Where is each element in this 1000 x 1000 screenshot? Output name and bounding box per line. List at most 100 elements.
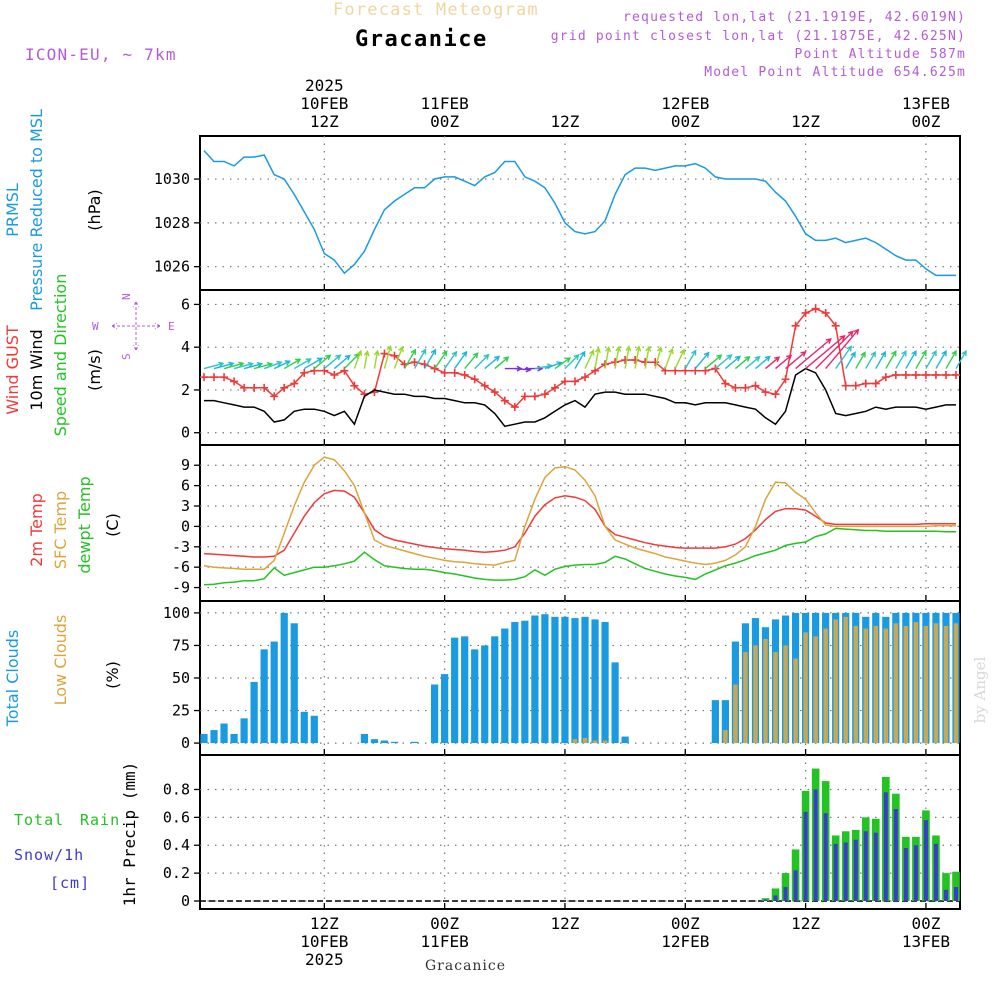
- wind-arrow: [464, 352, 479, 370]
- clouds-ytick-label: 25: [172, 702, 190, 720]
- gust-marker: [891, 370, 900, 379]
- wind-arrow: [614, 345, 622, 369]
- wind-arrow: [474, 353, 490, 370]
- total-cloud-bar: [551, 616, 559, 744]
- wind-arrow: [594, 346, 601, 369]
- gust-marker: [520, 392, 529, 401]
- total-cloud-bar: [360, 733, 369, 744]
- compass-n: N: [120, 293, 133, 300]
- total-cloud-bar: [270, 641, 278, 744]
- compass-w: W: [92, 320, 99, 333]
- total-cloud-bar: [441, 674, 449, 744]
- temperature-line-2m-temp: [203, 489, 956, 558]
- wind-arrow: [554, 357, 572, 370]
- low-cloud-bar: [813, 636, 818, 744]
- precip-frame: [199, 754, 961, 910]
- low-cloud-bar: [753, 645, 758, 744]
- clouds-ytick-label: 100: [163, 604, 190, 622]
- total-cloud-bar: [260, 649, 268, 744]
- gust-marker: [631, 356, 640, 365]
- total-cloud-bar: [390, 741, 399, 744]
- gust-marker: [801, 308, 810, 317]
- gust-marker: [841, 381, 850, 390]
- wind-arrow: [584, 349, 595, 369]
- wind-arrow: [574, 350, 586, 369]
- compass-rose: W E N S: [92, 293, 175, 360]
- low-cloud-bar: [763, 638, 768, 744]
- wind-arrow: [524, 365, 544, 372]
- gust-marker: [380, 349, 389, 358]
- top-time-label: 12Z: [310, 112, 339, 131]
- gust-marker: [570, 377, 579, 386]
- temperature-ytick-label: 3: [181, 497, 190, 515]
- top-time-label: 11FEB: [421, 94, 469, 113]
- precip-ytick-label: 0.2: [163, 864, 190, 882]
- wind-arrow: [704, 354, 723, 370]
- bottom-time-label: 12Z: [310, 914, 339, 933]
- gust-marker: [350, 381, 359, 390]
- gust-marker: [621, 356, 630, 365]
- low-cloud-bar: [793, 658, 798, 744]
- gust-marker: [751, 381, 760, 390]
- low-cloud-bar: [823, 628, 828, 744]
- wind-arrow: [955, 349, 967, 369]
- wind-arrow: [674, 348, 685, 369]
- temperature-line-dewpt-temp: [203, 527, 956, 586]
- rain-bar: [771, 888, 780, 901]
- total-cloud-bar: [531, 615, 539, 744]
- wind-ylabel: (m/s): [85, 349, 104, 391]
- wind-ytick-label: 2: [181, 381, 190, 399]
- gust-marker: [560, 377, 569, 386]
- wind-arrow: [915, 349, 927, 369]
- snow-bar: [813, 789, 818, 901]
- pressure-ytick-label: 1026: [154, 258, 190, 276]
- gust-marker: [410, 358, 419, 367]
- wind-arrow: [283, 358, 302, 370]
- wind-arrow: [875, 350, 886, 369]
- gust-marker: [781, 375, 790, 384]
- temperature-ytick-label: 6: [181, 477, 190, 495]
- wind-arrow: [403, 348, 417, 369]
- model-label: ICON-EU, ~ 7km: [25, 45, 177, 64]
- temperature-ytick-label: 9: [181, 456, 190, 474]
- wind-arrow: [454, 350, 468, 369]
- clouds-ylabel: Low Clouds: [51, 615, 70, 706]
- clouds-ytick-label: 0: [181, 734, 190, 752]
- wind-arrow: [273, 360, 292, 370]
- requested-coords: requested lon,lat (21.1919E, 42.6019N): [622, 10, 966, 25]
- low-cloud-bar: [943, 625, 949, 744]
- wind-arrow: [664, 347, 674, 369]
- wind-arrow: [694, 351, 710, 370]
- wind-line-wind-gust: [204, 307, 956, 409]
- wind-arrow: [423, 348, 437, 369]
- bottom-time-label: 12Z: [551, 914, 580, 933]
- low-cloud-bar: [953, 623, 959, 744]
- wind-arrow: [263, 360, 283, 370]
- snow-bar: [843, 842, 848, 901]
- snow-bar: [773, 895, 778, 901]
- gust-marker: [550, 383, 559, 392]
- total-cloud-bar: [380, 740, 389, 744]
- bottom-time-label: 00Z: [430, 914, 459, 933]
- wind-arrow: [644, 345, 652, 369]
- gust-marker: [470, 375, 479, 384]
- wind-arrow: [684, 349, 697, 369]
- wind-arrow: [213, 361, 235, 370]
- wind-arrow: [494, 356, 510, 370]
- wind-ytick-label: 0: [181, 424, 190, 442]
- gust-marker: [300, 368, 309, 377]
- bottom-time-label: 00Z: [671, 914, 700, 933]
- snow-bar: [903, 848, 908, 901]
- wind-arrow: [564, 353, 580, 370]
- panel-temperature: -9 -6 -3 0 3 6 9 2m Temp SFC Temp dewpt Temp (C): [27, 444, 961, 602]
- gust-marker: [480, 381, 489, 390]
- gust-marker: [952, 370, 960, 379]
- precip-label-unit: [cm]: [50, 874, 90, 892]
- total-cloud-bar: [511, 622, 519, 744]
- snow-bar: [783, 887, 788, 901]
- total-cloud-bar: [621, 736, 629, 744]
- wind-ytick-label: 4: [181, 338, 190, 356]
- footer-location: Gracanice: [425, 958, 507, 974]
